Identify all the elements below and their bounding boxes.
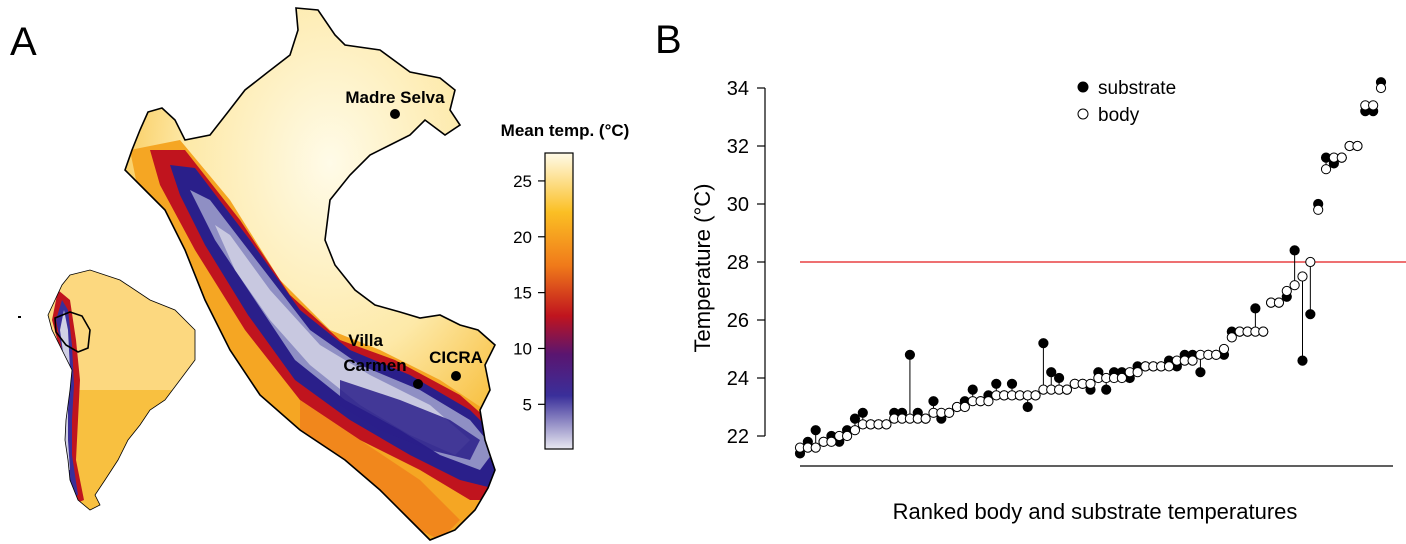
body-point	[1297, 271, 1308, 282]
body-point	[1289, 280, 1300, 291]
legend-tick-label: 5	[523, 395, 532, 414]
body-point	[1320, 164, 1332, 175]
body-point	[826, 436, 837, 447]
body-point	[1336, 152, 1347, 163]
temperature-legend: Mean temp. (°C) 5 10 15 20 25	[501, 121, 630, 450]
substrate-point	[1006, 378, 1018, 389]
legend-tick-label: 20	[513, 228, 532, 247]
body-point	[1305, 256, 1316, 268]
pair-connectors	[815, 157, 1327, 448]
site-label-madre-selva: Madre Selva	[345, 88, 445, 107]
peru-map	[124, 7, 496, 541]
y-tick-label: 22	[727, 426, 749, 448]
body-point	[1375, 82, 1387, 94]
body-point	[1116, 372, 1128, 384]
legend-marker-substrate	[1077, 81, 1089, 93]
body-point	[983, 396, 994, 407]
body-point	[849, 425, 861, 436]
substrate-point	[810, 425, 821, 436]
ranked-temperature-chart: 22 24 26 28 30 32 34 Temperature (°C) Ranked b…	[690, 77, 1406, 524]
substrate-point	[967, 384, 978, 395]
substrate-point	[1305, 309, 1316, 320]
substrate-point	[849, 413, 861, 424]
body-point	[959, 401, 970, 413]
y-tick-label: 28	[727, 252, 749, 274]
x-axis-label: Ranked body and substrate temperatures	[893, 499, 1298, 524]
substrate-point	[1195, 367, 1206, 378]
legend-tick-label: 10	[513, 339, 532, 358]
substrate-point	[991, 378, 1002, 389]
y-tick-label: 34	[727, 78, 749, 100]
body-point	[1258, 326, 1269, 337]
south-america-inset	[18, 269, 196, 511]
body-point	[881, 419, 892, 430]
site-marker-madre-selva	[390, 109, 400, 119]
substrate-point	[857, 407, 868, 418]
y-ticks: 22 24 26 28 30 32 34	[727, 78, 765, 448]
legend-label-substrate: substrate	[1098, 78, 1176, 99]
body-point	[1352, 140, 1363, 152]
body-point	[1368, 100, 1379, 111]
body-point	[1061, 384, 1073, 395]
substrate-point	[1289, 245, 1300, 256]
legend: substrate body	[1077, 78, 1176, 126]
substrate-point	[904, 349, 916, 360]
substrate-point	[1101, 384, 1112, 395]
site-marker-villa-carmen	[413, 379, 423, 389]
substrate-point	[1053, 372, 1065, 384]
legend-title: Mean temp. (°C)	[501, 121, 630, 140]
body-point	[1030, 390, 1041, 401]
y-tick-label: 30	[727, 194, 749, 216]
body-point	[1281, 285, 1292, 297]
body-point	[810, 442, 821, 453]
body-point	[1313, 204, 1324, 215]
body-point	[1226, 332, 1237, 343]
legend-tick-label: 15	[513, 284, 532, 303]
y-tick-label: 32	[727, 136, 749, 158]
body-point	[1085, 378, 1096, 389]
legend-tick-label: 25	[513, 172, 532, 191]
panel-b-letter: B	[655, 18, 682, 62]
site-marker-cicra	[451, 371, 461, 381]
y-tick-label: 26	[727, 310, 749, 332]
legend-marker-body	[1077, 108, 1089, 120]
substrate-point	[928, 396, 939, 407]
substrate-point	[1297, 355, 1308, 366]
body-point	[1163, 361, 1175, 372]
legend-colorbar	[544, 152, 574, 450]
body-point	[1187, 355, 1198, 366]
body-point	[842, 430, 853, 442]
substrate-point	[1250, 303, 1261, 314]
body-point	[920, 413, 931, 424]
substrate-point	[1022, 401, 1033, 413]
y-axis-label: Temperature (°C)	[690, 184, 715, 353]
body-point	[1132, 367, 1143, 378]
substrate-point	[1046, 367, 1057, 378]
study-sites: Madre Selva Villa Carmen CICRA	[343, 88, 483, 389]
legend-label-body: body	[1098, 105, 1140, 126]
y-tick-label: 24	[727, 368, 749, 390]
panel-a-letter: A	[10, 20, 37, 64]
site-label-cicra: CICRA	[429, 348, 483, 367]
data-points	[794, 77, 1387, 459]
body-point	[944, 407, 955, 418]
body-point	[1211, 349, 1222, 360]
substrate-point	[1038, 338, 1049, 349]
body-point	[1273, 297, 1285, 308]
site-label-villa-carmen: Villa Carmen	[343, 331, 406, 375]
temperature-map: Madre Selva Villa Carmen CICRA Mean temp…	[18, 7, 630, 541]
body-point	[1218, 343, 1230, 355]
